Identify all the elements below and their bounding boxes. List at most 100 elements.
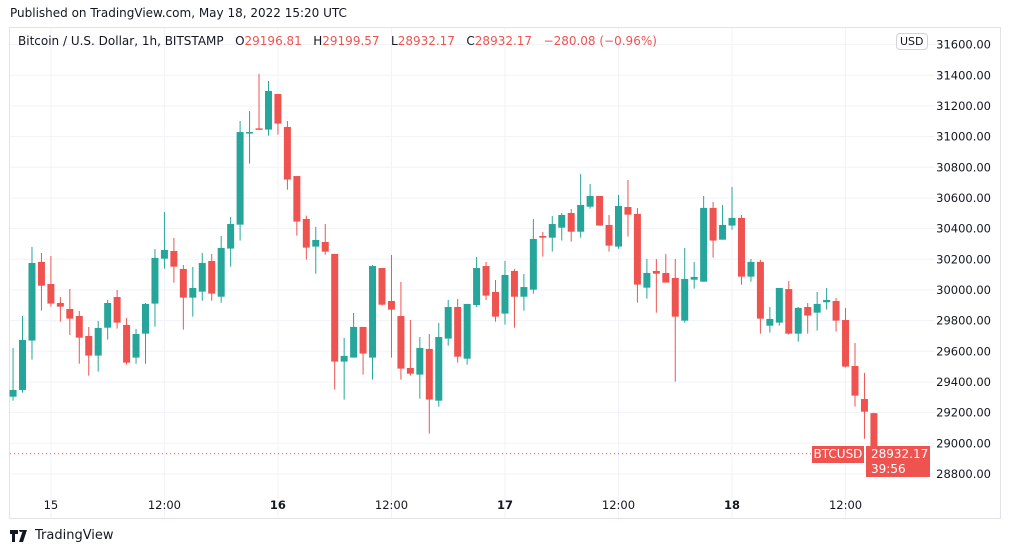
chart-legend: Bitcoin / U.S. Dollar, 1h, BITSTAMP O291…	[18, 34, 657, 48]
candle	[264, 80, 272, 136]
candle	[170, 237, 178, 283]
candle	[28, 247, 36, 360]
candle	[312, 226, 320, 274]
candle	[558, 212, 566, 241]
candle-body	[473, 268, 481, 305]
candle	[766, 306, 774, 333]
open-label: O	[235, 34, 245, 48]
candle	[255, 73, 263, 130]
candle-body	[681, 278, 689, 321]
open-value: 29196.81	[244, 34, 302, 48]
candle	[179, 264, 187, 330]
y-tick-label: 30400.00	[936, 222, 991, 236]
candles	[9, 73, 878, 454]
currency-button[interactable]: USD	[896, 33, 928, 50]
candle	[37, 253, 45, 311]
candle	[662, 253, 670, 283]
x-tick-label: 12:00	[375, 498, 408, 512]
candle	[113, 289, 121, 329]
candle	[160, 211, 168, 269]
y-tick-label: 29800.00	[936, 314, 991, 328]
candle-body	[283, 126, 291, 180]
candle	[454, 299, 462, 363]
candle-body	[482, 266, 490, 296]
candle	[378, 268, 386, 306]
y-tick-label: 31400.00	[936, 68, 991, 82]
candle-body	[548, 224, 556, 238]
candle-body	[416, 347, 424, 375]
candle-body	[633, 213, 641, 285]
symbol-price-tag: BTCUSD	[812, 446, 864, 463]
candle	[813, 291, 821, 331]
candle	[104, 299, 112, 340]
candle	[529, 218, 537, 294]
candle-body	[369, 266, 377, 358]
candle	[397, 281, 405, 380]
candle	[406, 320, 414, 376]
candle-body	[539, 235, 547, 238]
candle	[19, 316, 27, 393]
y-tick-label: 31200.00	[936, 99, 991, 113]
candle	[586, 184, 594, 209]
x-tick-label: 16	[270, 498, 286, 512]
candle	[217, 235, 225, 303]
candle-body	[510, 270, 518, 297]
candle	[246, 111, 254, 164]
candle	[293, 176, 301, 236]
symbol-title[interactable]: Bitcoin / U.S. Dollar, 1h, BITSTAMP	[18, 34, 224, 48]
candle	[425, 333, 433, 434]
candle	[416, 337, 424, 399]
candle	[756, 259, 764, 334]
candle	[283, 120, 291, 190]
candle	[435, 322, 443, 407]
candle	[123, 318, 131, 365]
candle	[302, 215, 310, 260]
candle-body	[264, 90, 272, 130]
candle	[132, 328, 140, 364]
candle-body	[208, 260, 216, 294]
candle-body	[492, 291, 500, 317]
candle-body	[350, 326, 358, 358]
candle-body	[425, 348, 433, 400]
candle	[66, 289, 74, 336]
candle-body	[860, 398, 868, 412]
candle-body	[66, 308, 74, 319]
published-caption: Published on TradingView.com, May 18, 20…	[10, 6, 347, 20]
candle-body	[577, 205, 585, 232]
candle-body	[813, 303, 821, 313]
y-tick-label: 29200.00	[936, 406, 991, 420]
candle-body	[501, 274, 509, 314]
candle-body	[785, 289, 793, 334]
candle	[47, 255, 55, 307]
candle-body	[520, 287, 528, 297]
candle-body	[312, 239, 320, 247]
x-tick-label: 12:00	[829, 498, 862, 512]
x-tick-label: 15	[44, 498, 59, 512]
candle	[227, 216, 235, 267]
candle	[747, 258, 755, 282]
candle-body	[160, 249, 168, 259]
time-axis: 15 12:00 16 12:00 17 12:00 18 12:00	[44, 498, 863, 512]
candle-body	[94, 327, 102, 356]
candle	[577, 174, 585, 238]
change-value: −280.08 (−0.96%)	[543, 34, 657, 48]
tradingview-logo[interactable]: TradingView	[10, 528, 114, 543]
candle	[189, 266, 197, 317]
candle-body	[170, 251, 178, 267]
candle-body	[870, 413, 878, 454]
candle	[340, 337, 348, 400]
x-tick-label: 12:00	[148, 498, 181, 512]
last-price-value: 28932.17	[871, 447, 929, 461]
y-tick-label: 29000.00	[936, 436, 991, 450]
candle-body	[463, 303, 471, 359]
y-tick-label: 30000.00	[936, 283, 991, 297]
candle	[605, 214, 613, 252]
candle-body	[255, 128, 263, 130]
candle	[851, 343, 859, 407]
candle-body	[113, 297, 121, 323]
close-value: 28932.17	[474, 34, 533, 48]
candle	[473, 256, 481, 307]
candle	[652, 258, 660, 313]
candle	[728, 186, 736, 230]
